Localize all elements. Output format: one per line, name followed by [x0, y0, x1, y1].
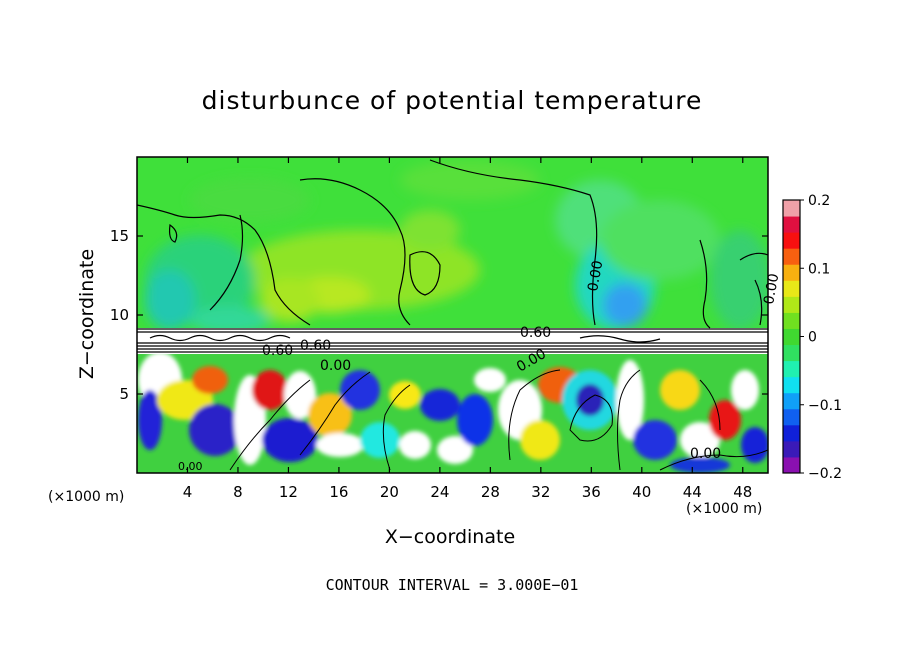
colorbar-swatch [783, 312, 800, 329]
colorbar-swatch [783, 360, 800, 378]
x-axis: 4 8 12 16 20 24 28 32 36 40 44 48 [183, 157, 752, 501]
x-tick-label: 44 [683, 483, 702, 501]
colorbar-tick-label: 0 [808, 330, 817, 346]
colorbar-tick-label: 0.2 [808, 193, 830, 209]
colorbar [782, 199, 801, 474]
colorbar-swatch [783, 296, 800, 313]
colorbar-swatch [783, 328, 800, 346]
contour-label: 0.60 [300, 338, 331, 354]
x-axis-label: X−coordinate [384, 526, 516, 548]
colorbar-swatch [783, 456, 800, 474]
x-tick-label: 24 [430, 483, 449, 501]
y-axis: 5 10 15 [110, 227, 768, 403]
colorbar-swatch [783, 424, 800, 442]
upper-field-variations [145, 160, 768, 333]
x-tick-label: 16 [329, 483, 348, 501]
colorbar-swatch [783, 200, 800, 217]
x-tick-label: 40 [632, 483, 651, 501]
contour-label: 0.60 [262, 343, 293, 359]
colorbar-tick-label: 0.1 [808, 261, 830, 277]
x-tick-label: 8 [233, 483, 243, 501]
y-axis-label: Z−coordinate [76, 248, 98, 380]
colorbar-swatch [783, 344, 800, 362]
y-tick-label: 15 [110, 227, 129, 245]
x-unit-label-right: (×1000 m) [686, 501, 763, 517]
colorbar-ticks: 0.2 0.1 0 −0.1 −0.2 [800, 193, 842, 482]
inversion-band-lines [137, 328, 768, 353]
contour-label: 0.00 [585, 259, 606, 292]
x-tick-label: 4 [183, 483, 193, 501]
colorbar-tick-label: −0.2 [808, 466, 842, 482]
colorbar-swatch [783, 440, 800, 458]
x-unit-label-left: (×1000 m) [48, 489, 125, 505]
x-tick-label: 20 [380, 483, 399, 501]
colorbar-swatch [783, 232, 800, 249]
contour-label: 0.00 [178, 460, 203, 473]
y-tick-label: 10 [110, 306, 129, 324]
colorbar-swatch [783, 280, 800, 297]
lower-contours [229, 369, 768, 471]
colorbar-swatch [783, 216, 800, 233]
colorbar-swatch [783, 248, 800, 265]
chart-title: disturbunce of potential temperature [201, 86, 703, 115]
colorbar-tick-label: −0.1 [808, 398, 842, 414]
x-tick-label: 36 [582, 483, 601, 501]
colorbar-swatch [783, 408, 800, 426]
contour-label: 0.00 [761, 272, 782, 305]
colorbar-swatch [783, 264, 800, 281]
contour-label: 0.00 [320, 358, 351, 374]
x-tick-label: 12 [279, 483, 298, 501]
contour-label: 0.60 [520, 325, 551, 341]
colorbar-swatch [783, 392, 800, 410]
contour-interval-caption: CONTOUR INTERVAL = 3.000E−01 [325, 576, 579, 594]
x-tick-label: 28 [481, 483, 500, 501]
x-tick-label: 48 [733, 483, 752, 501]
contour-label: 0.00 [690, 446, 721, 462]
plot-area [137, 157, 768, 473]
x-tick-label: 32 [531, 483, 550, 501]
colorbar-swatch [783, 376, 800, 394]
contour-labels: 0.00 0.00 0.60 0.60 0.60 0.00 0.00 0.00 … [178, 259, 782, 473]
lower-field-eddies [138, 352, 768, 473]
upper-contours [137, 159, 768, 329]
y-tick-label: 5 [119, 385, 129, 403]
